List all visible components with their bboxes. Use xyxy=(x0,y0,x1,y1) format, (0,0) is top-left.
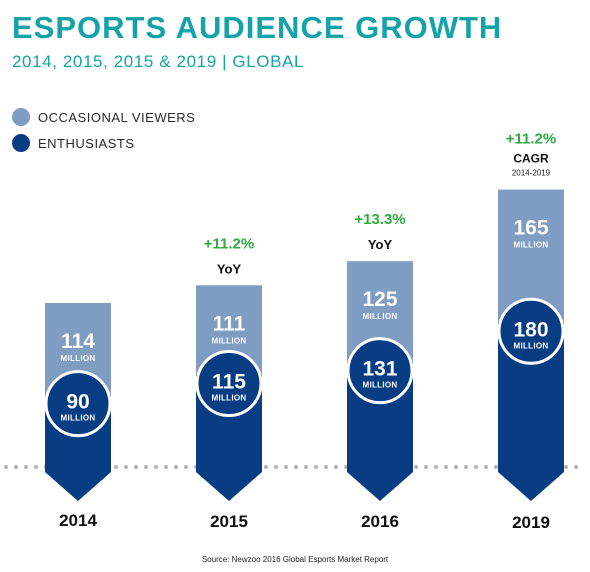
unit-label-occasional: MILLION xyxy=(61,354,96,363)
value-label-enthusiasts: 115 xyxy=(212,371,246,394)
unit-label-occasional: MILLION xyxy=(212,336,247,345)
bar-enthusiasts xyxy=(498,322,564,501)
unit-label-occasional: MILLION xyxy=(363,312,398,321)
category-label: 2016 xyxy=(361,512,399,531)
legend-label-enthusiasts: ENTHUSIASTS xyxy=(38,135,135,151)
growth-type: YoY xyxy=(217,261,242,276)
source-note: Source: Newzoo 2016 Global Esports Marke… xyxy=(201,555,389,564)
unit-label-enthusiasts: MILLION xyxy=(514,341,549,350)
growth-value: +13.3% xyxy=(354,211,405,228)
enthusiasts-circle xyxy=(44,370,112,438)
legend: OCCASIONAL VIEWERS ENTHUSIASTS xyxy=(12,104,195,156)
chart-title: ESPORTS AUDIENCE GROWTH xyxy=(12,10,503,45)
enthusiasts-circle xyxy=(497,297,565,365)
enthusiasts-circle xyxy=(346,337,414,405)
enthusiasts-circle xyxy=(195,350,263,418)
category-label: 2019 xyxy=(512,513,550,532)
unit-label-enthusiasts: MILLION xyxy=(61,414,96,423)
value-label-enthusiasts: 131 xyxy=(362,358,397,381)
category-label: 2015 xyxy=(210,512,248,531)
legend-item-enthusiasts: ENTHUSIASTS xyxy=(12,130,195,156)
value-label-occasional: 114 xyxy=(61,330,95,353)
value-label-occasional: 125 xyxy=(362,288,397,311)
legend-swatch-enthusiasts xyxy=(12,134,30,152)
legend-label-occasional: OCCASIONAL VIEWERS xyxy=(38,109,196,125)
unit-label-occasional: MILLION xyxy=(514,241,549,250)
legend-item-occasional: OCCASIONAL VIEWERS xyxy=(12,104,195,130)
value-label-enthusiasts: 180 xyxy=(513,318,548,341)
chart-subtitle: 2014, 2015, 2015 & 2019 | GLOBAL xyxy=(12,52,305,71)
growth-value: +11.2% xyxy=(204,235,254,252)
value-label-occasional: 165 xyxy=(513,217,548,240)
unit-label-enthusiasts: MILLION xyxy=(212,394,247,403)
growth-type: CAGR xyxy=(513,152,549,166)
growth-type: YoY xyxy=(368,237,393,252)
value-label-occasional: 111 xyxy=(213,312,246,335)
category-label: 2014 xyxy=(59,511,97,530)
unit-label-enthusiasts: MILLION xyxy=(363,381,398,390)
legend-swatch-occasional xyxy=(12,108,30,126)
growth-value: +11.2% xyxy=(506,131,556,148)
value-label-enthusiasts: 90 xyxy=(66,391,89,414)
growth-period: 2014-2019 xyxy=(512,169,551,178)
